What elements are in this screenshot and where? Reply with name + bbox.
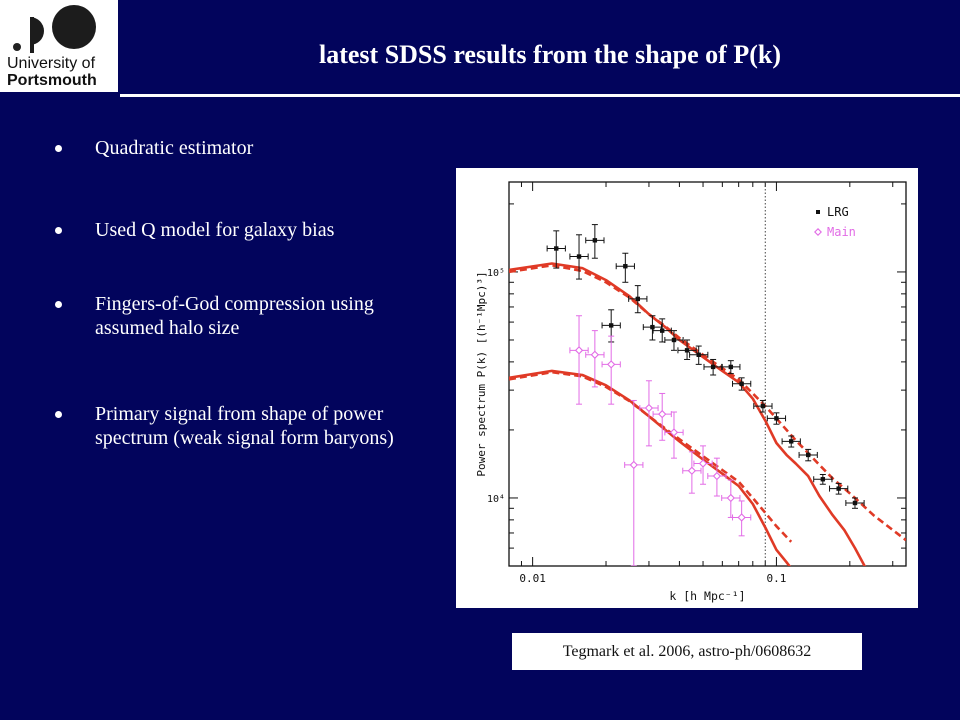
bullet-text: Fingers-of-God compression using assumed…: [95, 293, 374, 339]
x-axis-label: k [h Mpc⁻¹]: [669, 589, 745, 603]
data-point-lrg: [623, 264, 628, 269]
x-tick-label: 0.01: [519, 572, 546, 585]
bullet-text: Primary signal from shape of power spect…: [95, 403, 394, 449]
model-curve-dashed: [509, 370, 793, 543]
power-spectrum-figure: 0.01 0.1 10⁴ 10⁵ k [h Mpc⁻¹] Power spectrum P…: [456, 168, 918, 608]
data-point-lrg: [608, 323, 614, 328]
bullet-dot-icon: [55, 411, 62, 418]
model-curve-dashed: [509, 264, 906, 542]
data-point-lrg: [710, 364, 716, 370]
y-tick-label: 10⁴: [487, 494, 505, 505]
data-point-lrg: [671, 337, 677, 343]
data-point-main: [644, 403, 654, 413]
logo-text-university: University of: [7, 55, 96, 72]
bullet-dot-icon: [55, 227, 62, 234]
y-axis-label: Power spectrum P(k) [(h⁻¹Mpc)³]: [475, 271, 488, 476]
logo-text-portsmouth: Portsmouth: [7, 72, 97, 89]
power-spectrum-chart: 0.01 0.1 10⁴ 10⁵ k [h Mpc⁻¹] Power spectrum P…: [475, 181, 907, 603]
university-logo: University of Portsmouth: [0, 0, 118, 92]
data-point-lrg: [836, 486, 841, 491]
data-point-main: [737, 513, 746, 522]
data-point-main: [607, 360, 616, 369]
bullet-dot-icon: [55, 145, 62, 152]
model-curve-solid: [509, 369, 792, 566]
data-point-lrg: [739, 381, 744, 386]
data-point-main: [712, 471, 722, 481]
x-tick-label: 0.1: [766, 572, 786, 585]
data-point-lrg: [760, 403, 766, 409]
data-point-lrg: [774, 416, 779, 421]
data-point-main: [698, 459, 708, 468]
data-point-main: [658, 409, 667, 419]
data-point-lrg: [635, 296, 640, 302]
model-curve-solid: [509, 262, 867, 566]
data-point-lrg: [650, 324, 655, 330]
data-point-lrg: [592, 238, 598, 243]
data-point-lrg: [852, 500, 858, 506]
bullet-dot-icon: [55, 301, 62, 308]
data-point-lrg: [820, 477, 826, 482]
bullet-text: Used Q model for galaxy bias: [95, 219, 335, 241]
data-point-lrg: [789, 439, 794, 444]
legend-marker-main: [814, 228, 822, 236]
data-point-main: [574, 346, 584, 355]
data-point-lrg: [728, 364, 734, 370]
data-point-main: [590, 350, 600, 359]
legend-label-main: Main: [827, 225, 856, 239]
data-point-main: [669, 428, 679, 437]
data-point-lrg: [660, 328, 665, 333]
slide-title: latest SDSS results from the shape of P(…: [319, 40, 781, 69]
bullet-text: Quadratic estimator: [95, 137, 254, 159]
legend-marker-lrg: [816, 210, 820, 214]
legend-label-lrg: LRG: [827, 205, 849, 219]
title-divider: [120, 94, 960, 97]
data-point-lrg: [806, 452, 811, 458]
data-point-main: [726, 493, 735, 503]
data-point-lrg: [696, 352, 701, 357]
data-point-lrg: [684, 348, 690, 353]
data-point-main: [629, 460, 638, 470]
data-point-lrg: [576, 254, 582, 259]
plot-frame: [508, 181, 907, 567]
citation-caption: Tegmark et al. 2006, astro-ph/0608632: [512, 633, 862, 670]
logo-mark-icon: [13, 5, 96, 53]
data-point-main: [687, 466, 697, 475]
y-tick-label: 10⁵: [487, 268, 505, 279]
data-point-lrg: [554, 246, 559, 251]
